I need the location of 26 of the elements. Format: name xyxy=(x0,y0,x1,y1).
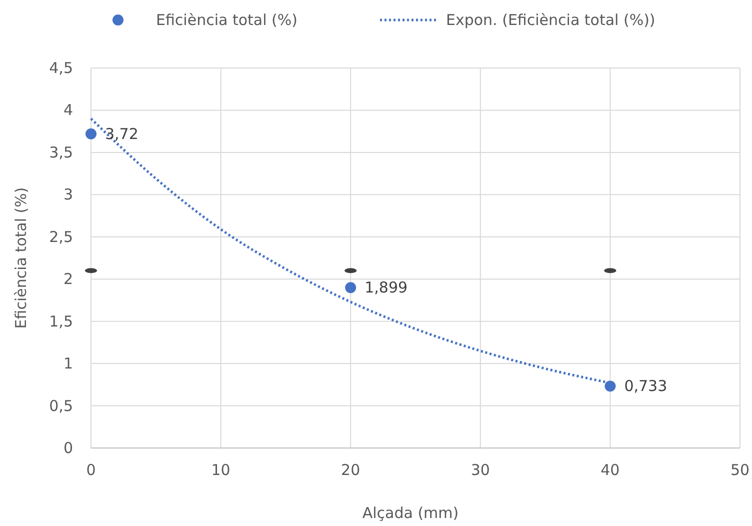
data-label: 3,72 xyxy=(105,124,138,143)
y-axis-title: Eficiència total (%) xyxy=(12,187,30,329)
y-tick-label: 4 xyxy=(63,101,73,120)
y-tick-label: 1 xyxy=(63,354,73,373)
y-tick-label: 3,5 xyxy=(49,143,73,162)
point xyxy=(604,380,616,392)
x-axis-title: Alçada (mm) xyxy=(362,504,459,522)
data-label: 0,733 xyxy=(624,377,668,396)
x-tick-label: 10 xyxy=(211,461,230,479)
y-tick-label: 2 xyxy=(63,270,73,288)
x-tick-label: 0 xyxy=(86,461,96,479)
y-tick-label: 1,5 xyxy=(49,312,73,330)
y-tick-label: 0,5 xyxy=(49,396,73,415)
point xyxy=(345,282,356,294)
y-tick-label: 0 xyxy=(63,439,73,457)
x-tick-label: 20 xyxy=(341,461,360,479)
y-tick-label: 2,5 xyxy=(49,228,73,246)
legend-label: Expon. (Eficiència total (%)) xyxy=(446,11,656,29)
x-tick-label: 30 xyxy=(470,461,490,479)
data-label: 1,899 xyxy=(364,278,408,297)
x-tick-label: 50 xyxy=(730,461,750,479)
legend-label: Eficiència total (%) xyxy=(156,11,298,29)
point xyxy=(86,128,96,140)
x-tick-label: 40 xyxy=(600,461,620,479)
y-tick-label: 4,5 xyxy=(49,59,73,77)
y-tick-label: 3 xyxy=(63,186,73,204)
